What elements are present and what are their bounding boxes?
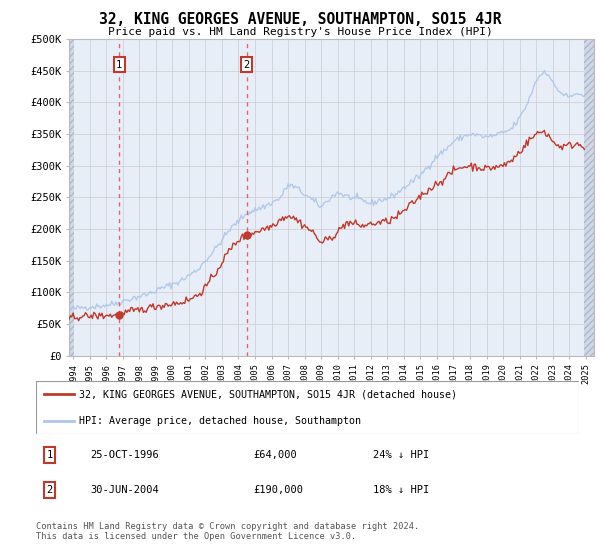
- Text: 2: 2: [46, 485, 53, 495]
- Text: Price paid vs. HM Land Registry's House Price Index (HPI): Price paid vs. HM Land Registry's House …: [107, 27, 493, 37]
- FancyBboxPatch shape: [36, 381, 579, 434]
- Text: 1: 1: [116, 59, 122, 69]
- Text: Contains HM Land Registry data © Crown copyright and database right 2024.
This d: Contains HM Land Registry data © Crown c…: [36, 522, 419, 542]
- Text: 32, KING GEORGES AVENUE, SOUTHAMPTON, SO15 4JR: 32, KING GEORGES AVENUE, SOUTHAMPTON, SO…: [99, 12, 501, 27]
- Text: 32, KING GEORGES AVENUE, SOUTHAMPTON, SO15 4JR (detached house): 32, KING GEORGES AVENUE, SOUTHAMPTON, SO…: [79, 389, 457, 399]
- Bar: [69, 39, 74, 356]
- Text: 24% ↓ HPI: 24% ↓ HPI: [373, 450, 429, 460]
- Text: 18% ↓ HPI: 18% ↓ HPI: [373, 485, 429, 495]
- Text: HPI: Average price, detached house, Southampton: HPI: Average price, detached house, Sout…: [79, 416, 361, 426]
- Text: £190,000: £190,000: [253, 485, 303, 495]
- Bar: [584, 39, 594, 356]
- Text: 25-OCT-1996: 25-OCT-1996: [91, 450, 159, 460]
- Text: 30-JUN-2004: 30-JUN-2004: [91, 485, 159, 495]
- Text: 2: 2: [244, 59, 250, 69]
- Text: 1: 1: [46, 450, 53, 460]
- Text: £64,000: £64,000: [253, 450, 297, 460]
